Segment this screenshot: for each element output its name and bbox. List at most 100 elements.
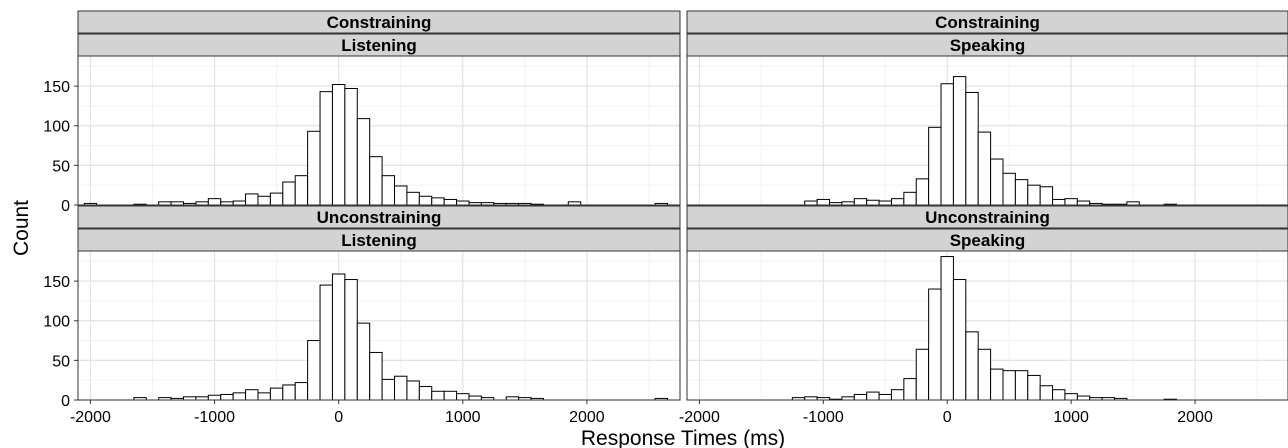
panel-top-right: ConstrainingSpeaking [687, 11, 1288, 205]
histogram-bar [320, 285, 332, 400]
histogram-bar [444, 199, 456, 205]
histogram-bar [978, 132, 990, 205]
histogram-bar [395, 376, 407, 400]
y-tick-label: 100 [43, 314, 70, 331]
panel-bottom-left: UnconstrainingListening050100150-2000 -10… [43, 206, 680, 426]
histogram-bar [395, 186, 407, 205]
x-tick-label: -1000 [194, 409, 235, 426]
histogram-bar [295, 383, 307, 400]
histogram-bar [283, 385, 295, 400]
histogram-bar [407, 192, 419, 205]
histogram-bar [1028, 375, 1040, 400]
x-axis-title: Response Times (ms) [581, 427, 785, 448]
histogram-bar [1053, 199, 1065, 205]
x-tick-label: 0 [943, 409, 952, 426]
facet-strip-label: Listening [341, 36, 417, 55]
x-tick-label: 2000 [1177, 409, 1213, 426]
x-tick-label: 0 [334, 409, 343, 426]
histogram-bar [457, 394, 469, 400]
histogram-bar [444, 391, 456, 400]
histogram-bar [332, 85, 344, 205]
histogram-bar [270, 388, 282, 400]
histogram-bar [258, 196, 270, 205]
histogram-bar [929, 127, 941, 205]
histogram-bar [469, 396, 481, 400]
panel-top-left: Constraining Listening 0 50 100 150 [43, 11, 680, 215]
y-tick-label: 100 [43, 119, 70, 136]
panel-bottom-right: Unconstraining Speaking -2000 -1000 0 1000 200… [679, 206, 1288, 426]
histogram-bar [879, 394, 891, 400]
y-tick-label: 150 [43, 79, 70, 96]
histogram-bar [246, 194, 258, 205]
histogram-bar [867, 392, 879, 400]
histogram-bar [805, 201, 817, 205]
x-tick-label: 1000 [445, 409, 481, 426]
y-tick-label: 150 [43, 274, 70, 291]
histogram-bar [1028, 185, 1040, 205]
histogram-bar [295, 176, 307, 205]
histogram-bar [233, 393, 245, 400]
histogram-bar [382, 176, 394, 205]
histogram-bar [270, 193, 282, 205]
histogram-bar [941, 257, 953, 400]
facet-strip-label: Listening [341, 231, 417, 250]
facet-strip-label: Speaking [950, 231, 1026, 250]
histogram-bar [1065, 199, 1077, 205]
histogram-bar [1015, 180, 1027, 205]
histogram-bar [1003, 173, 1015, 205]
histogram-bar [916, 349, 928, 400]
histogram-bar [258, 393, 270, 400]
histogram-bar [308, 131, 320, 205]
histogram-bar [320, 92, 332, 205]
histogram-bar [817, 199, 829, 205]
histogram-bar [246, 390, 258, 400]
histogram-bar [867, 200, 879, 205]
histogram-bar [357, 119, 369, 205]
histogram-bar [916, 179, 928, 205]
facet-strip-label: Constraining [935, 13, 1040, 32]
histogram-bar [904, 379, 916, 400]
histogram-bar [854, 394, 866, 400]
histogram-bar [1040, 386, 1052, 400]
histogram-bar [978, 349, 990, 400]
histogram-bar [1015, 371, 1027, 400]
histogram-bar [283, 182, 295, 205]
histogram-bar [991, 159, 1003, 205]
histogram-bar [941, 84, 953, 205]
histogram-bar [904, 192, 916, 205]
x-tick-label: -1000 [803, 409, 844, 426]
x-tick-label: -2000 [679, 409, 720, 426]
histogram-bar [419, 196, 431, 205]
histogram-bar [370, 157, 382, 205]
histogram-bar [208, 395, 220, 400]
facet-strip-label: Unconstraining [925, 208, 1050, 227]
histogram-bar [1077, 201, 1089, 205]
histogram-bar [233, 201, 245, 205]
x-tick-label: -2000 [70, 409, 111, 426]
histogram-bar [854, 199, 866, 205]
histogram-bar [966, 92, 978, 205]
histogram-bar [966, 332, 978, 400]
histogram-bar [432, 198, 444, 205]
histogram-bar [345, 280, 357, 400]
histogram-bar [991, 369, 1003, 400]
histogram-bar [419, 387, 431, 400]
histogram-bar [357, 323, 369, 400]
y-tick-label: 0 [61, 393, 70, 410]
histogram-bar [382, 379, 394, 400]
histogram-bar [457, 201, 469, 205]
facet-strip-label: Unconstraining [317, 208, 442, 227]
histogram-bar [953, 77, 965, 205]
y-tick-label: 50 [52, 158, 70, 175]
histogram-bar [1040, 187, 1052, 205]
histogram-bar [370, 352, 382, 400]
histogram-bar [1077, 396, 1089, 400]
histogram-bar [432, 391, 444, 400]
facet-strip-label: Constraining [327, 13, 432, 32]
histogram-bar [308, 341, 320, 400]
histogram-bar [891, 390, 903, 400]
histogram-bar [332, 274, 344, 400]
x-tick-label: 2000 [569, 409, 605, 426]
histogram-bar [407, 381, 419, 400]
